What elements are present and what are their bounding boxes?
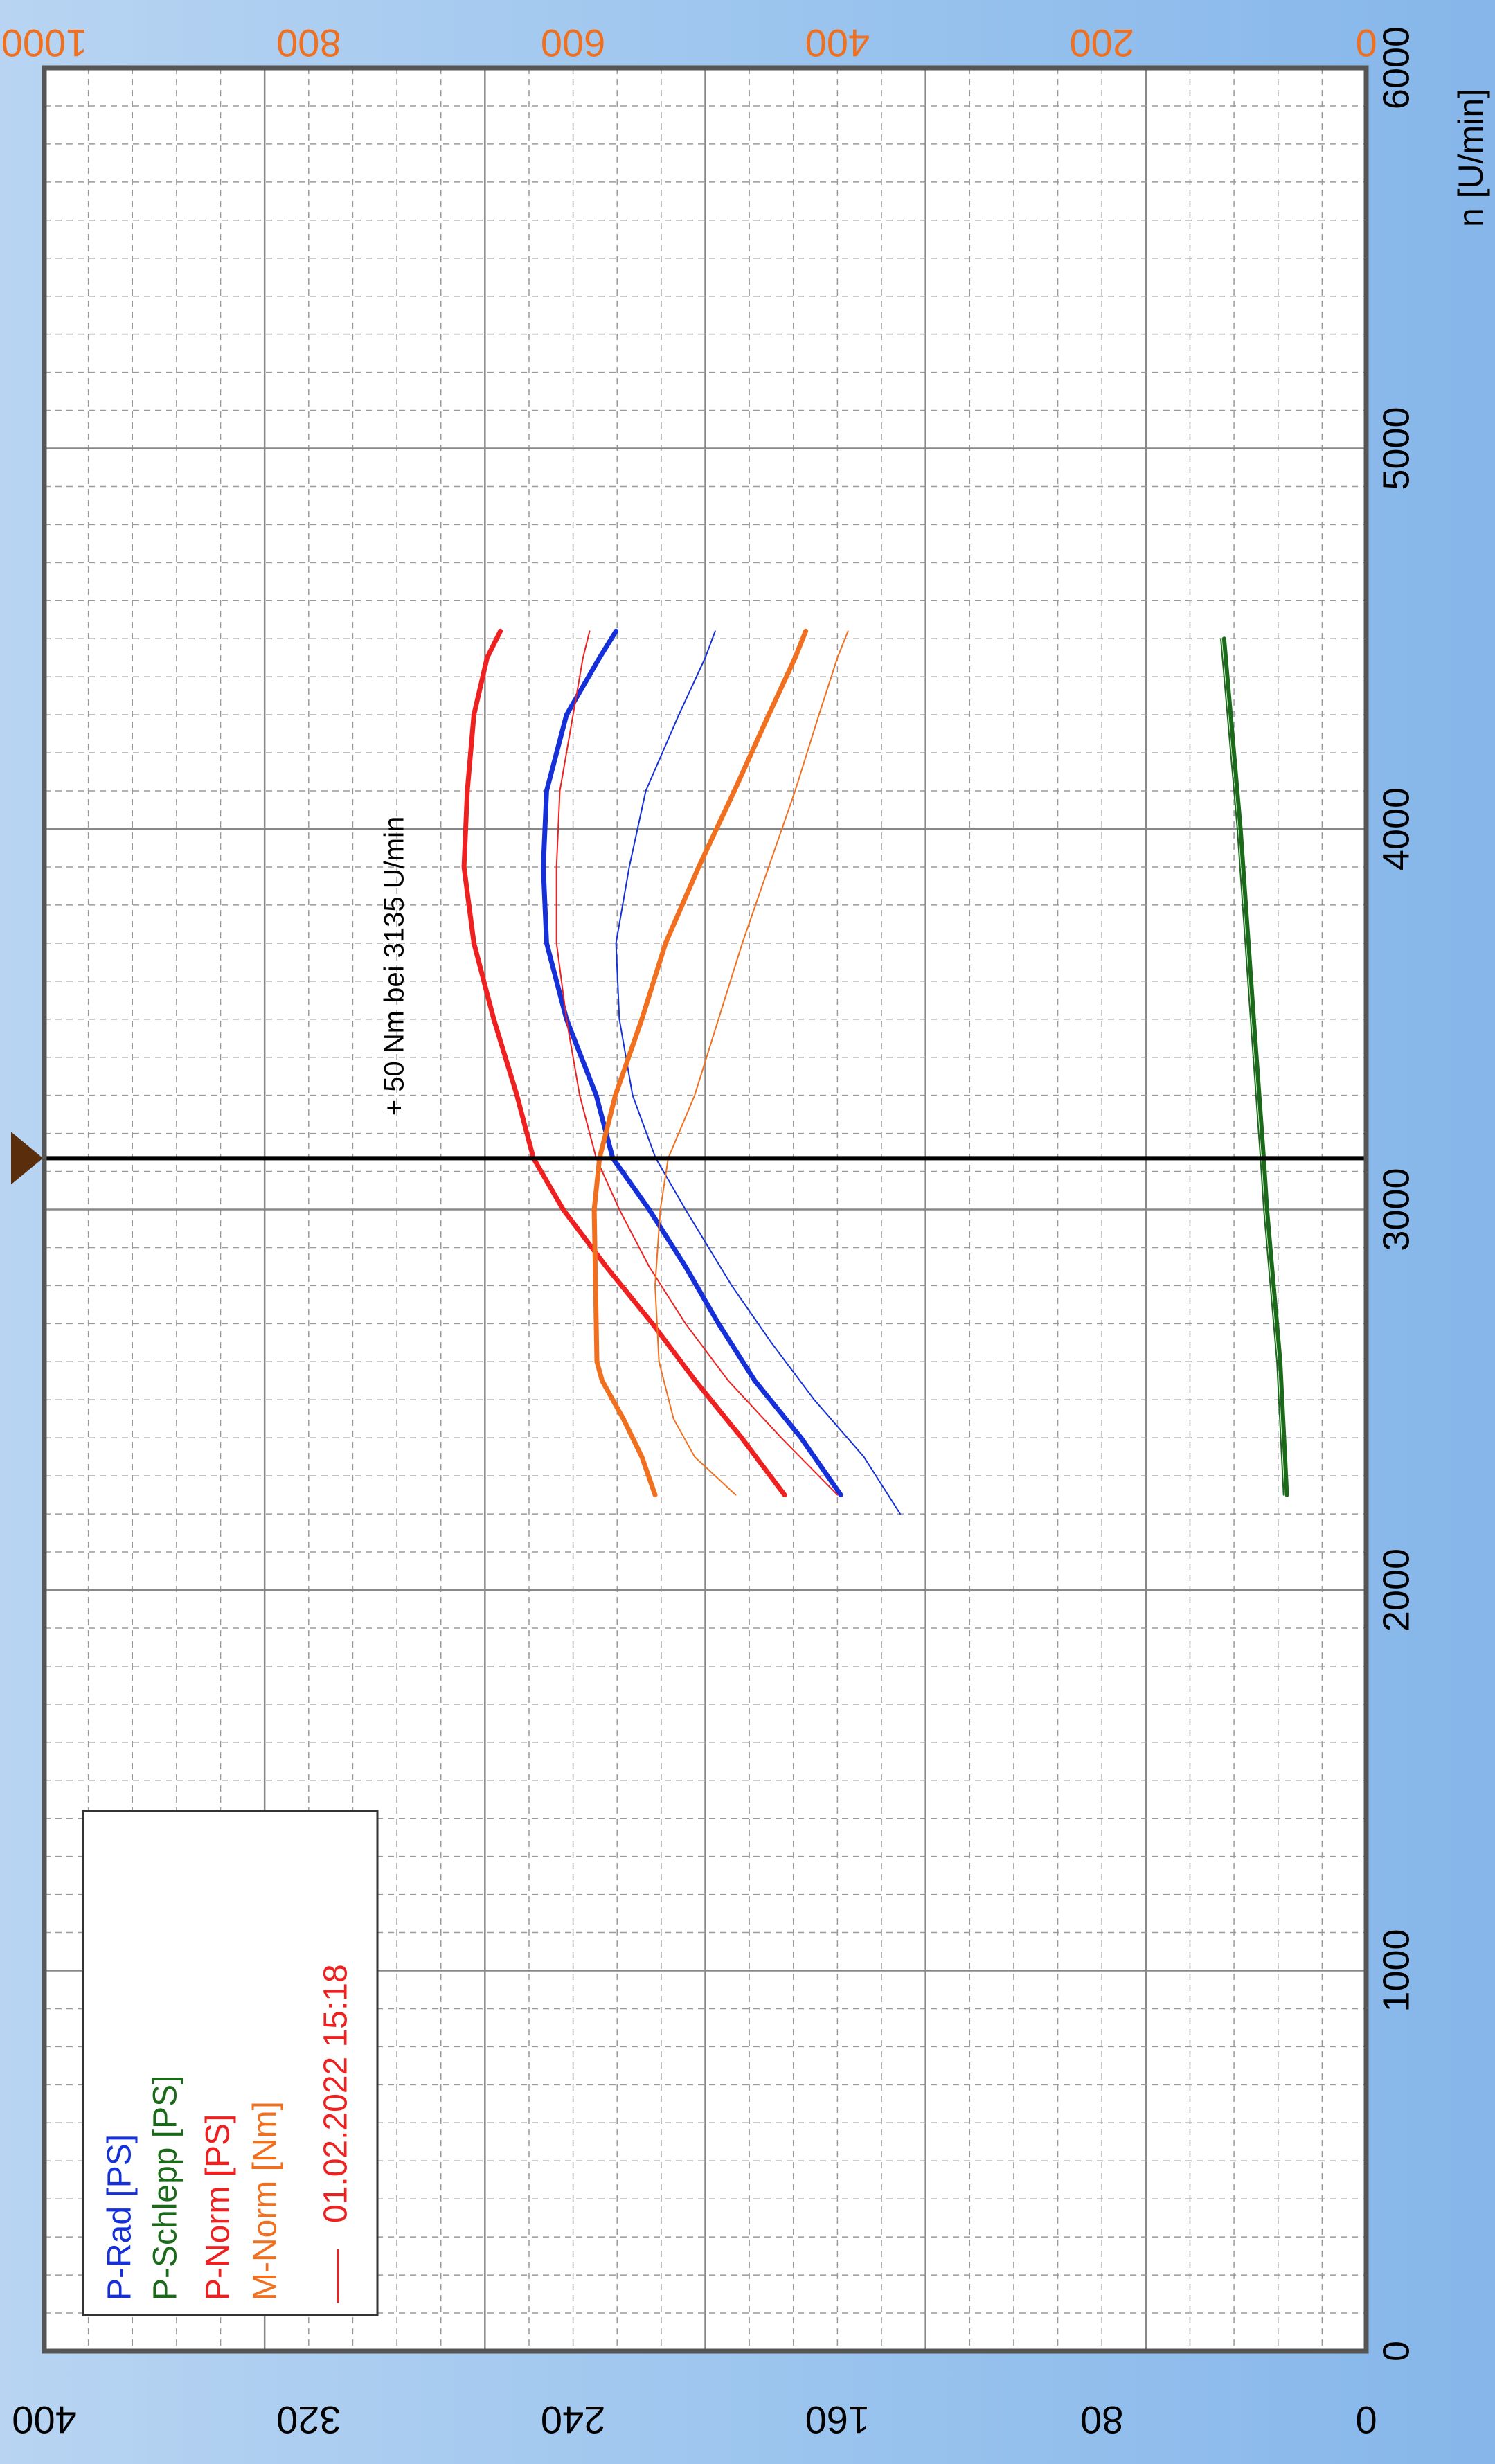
series-layer bbox=[461, 628, 1289, 1515]
legend-entry-p-schlepp: P-Schlepp [PS] bbox=[147, 2075, 184, 2301]
m-norm-series-line bbox=[591, 628, 809, 1498]
plot-frame bbox=[42, 65, 1369, 2354]
legend-entry-m-norm: M-Norm [Nm] bbox=[247, 2101, 284, 2301]
torque-tick-label: 600 bbox=[541, 21, 605, 65]
ticks-layer: 0100020003000400050006000080160240320400… bbox=[1, 21, 1417, 2442]
x-tick-label: 4000 bbox=[1375, 787, 1417, 871]
x-tick-label: 3000 bbox=[1375, 1168, 1417, 1251]
legend: P-Rad [PS] P-Schlepp [PS] P-Norm [PS] M-… bbox=[82, 1810, 379, 2316]
p-norm-series-line bbox=[461, 628, 787, 1498]
power-tick-label: 400 bbox=[12, 2398, 76, 2442]
power-tick-label: 80 bbox=[1080, 2398, 1123, 2442]
p-rad-series-line-thin bbox=[615, 630, 902, 1515]
power-tick-label: 160 bbox=[805, 2398, 870, 2442]
power-tick-label: 0 bbox=[1355, 2398, 1377, 2442]
p-norm-series-line-thin bbox=[555, 630, 839, 1496]
torque-tick-label: 1000 bbox=[1, 21, 88, 65]
x-tick-label: 5000 bbox=[1375, 407, 1417, 490]
cursor-layer bbox=[11, 1132, 1366, 1185]
power-tick-label: 240 bbox=[541, 2398, 605, 2442]
x-tick-label: 0 bbox=[1375, 2341, 1417, 2362]
legend-entry-p-rad: P-Rad [PS] bbox=[102, 2134, 138, 2301]
x-tick-label: 1000 bbox=[1375, 1929, 1417, 2012]
torque-tick-label: 800 bbox=[276, 21, 341, 65]
legend-entry-p-norm: P-Norm [PS] bbox=[200, 2114, 237, 2301]
torque-tick-label: 0 bbox=[1355, 21, 1377, 65]
p-rad-series-line bbox=[541, 628, 843, 1498]
power-tick-label: 320 bbox=[276, 2398, 341, 2442]
torque-tick-label: 200 bbox=[1069, 21, 1134, 65]
m-norm-series-line-thin bbox=[654, 630, 849, 1496]
cursor-annotation: + 50 Nm bei 3135 U/min bbox=[379, 816, 410, 1116]
legend-run-label: 01.02.2022 15:18 bbox=[318, 1964, 355, 2223]
torque-tick-label: 400 bbox=[805, 21, 870, 65]
legend-box bbox=[82, 1810, 379, 2316]
x-axis-label: n [U/min] bbox=[1451, 89, 1490, 227]
x-tick-label: 2000 bbox=[1375, 1548, 1417, 1632]
cursor-marker bbox=[11, 1132, 43, 1185]
grid bbox=[44, 68, 1366, 2351]
x-tick-label: 6000 bbox=[1375, 26, 1417, 109]
